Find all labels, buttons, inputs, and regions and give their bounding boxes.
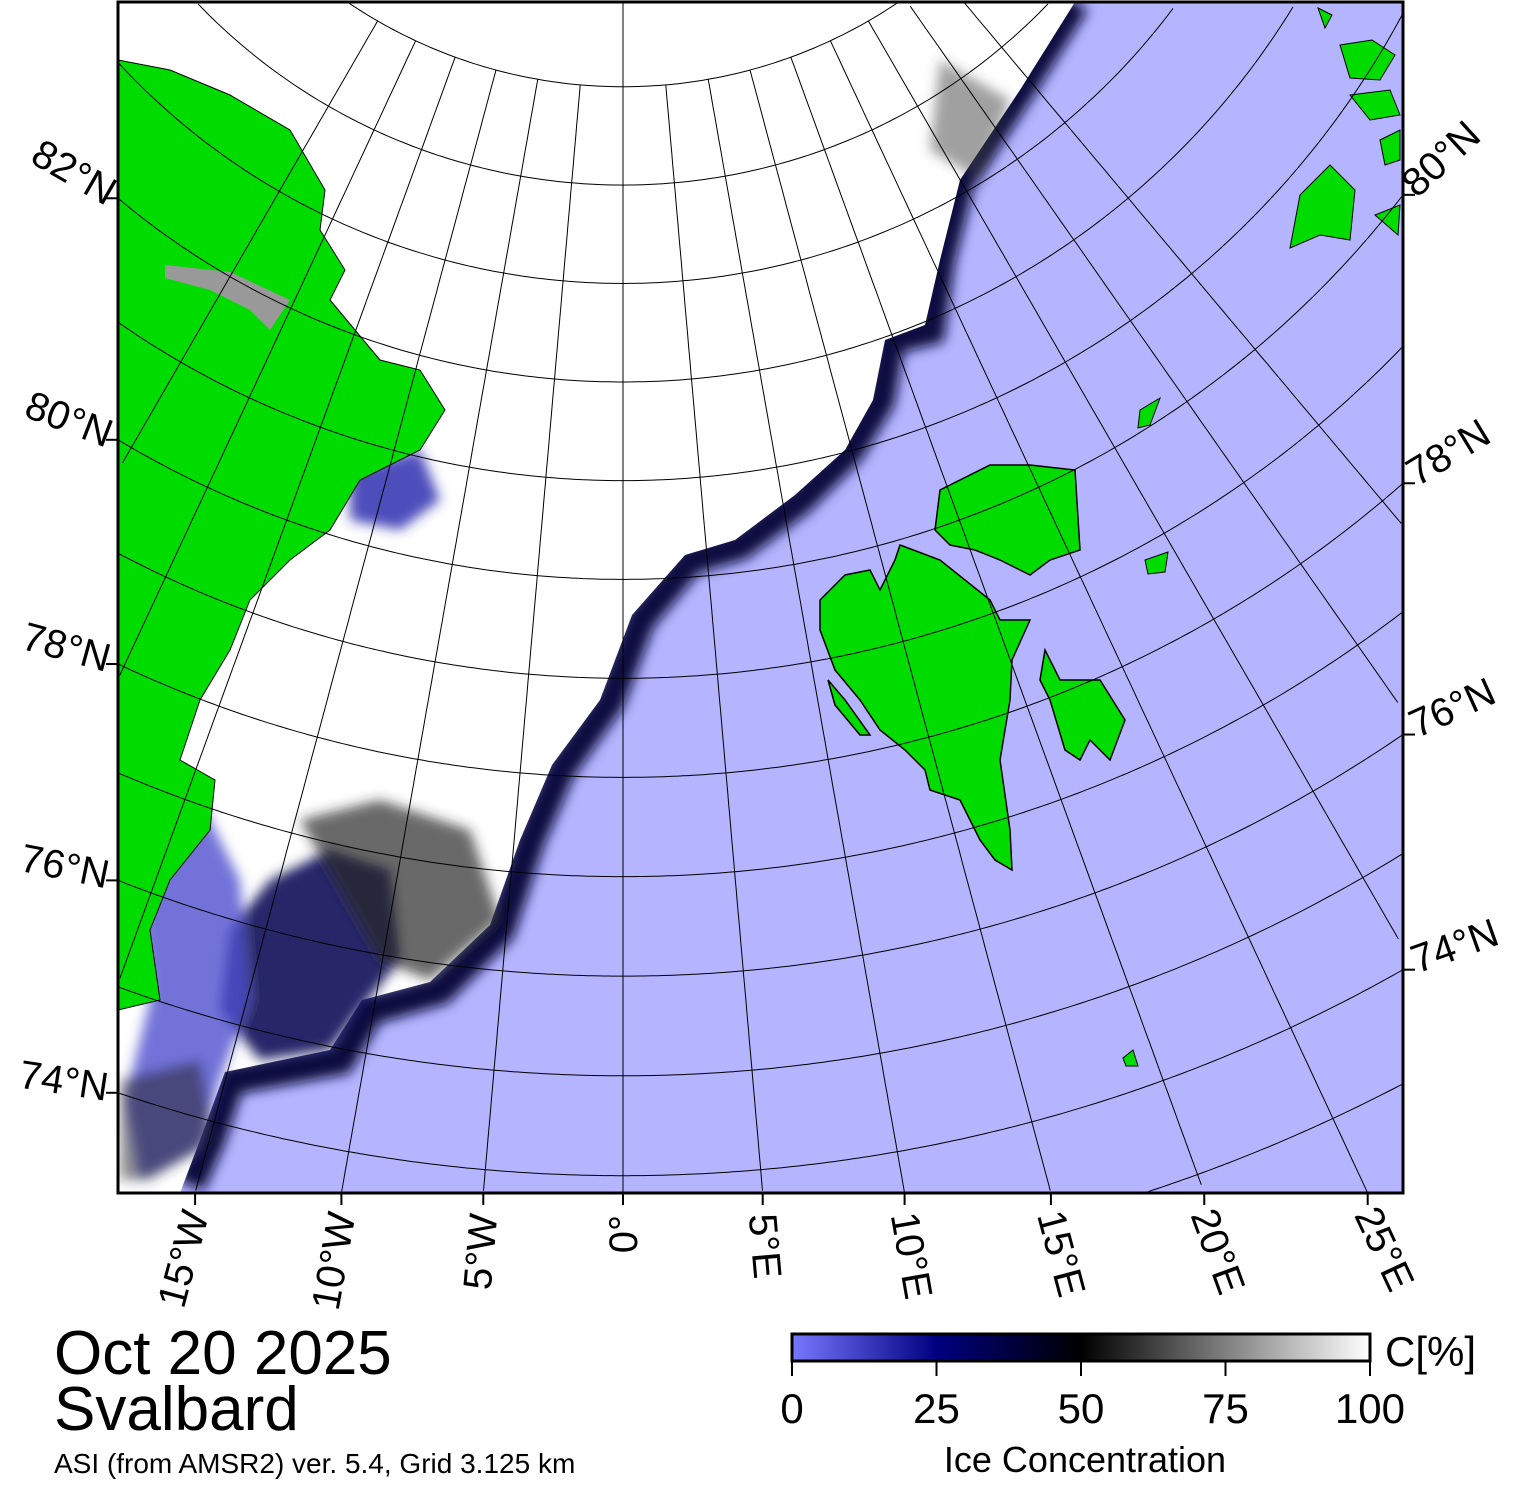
longitude-label: 10°W	[304, 1209, 364, 1314]
longitude-label: 25°E	[1346, 1200, 1423, 1298]
region-title: Svalbard	[54, 1375, 299, 1444]
colorbar-unit: C[%]	[1385, 1328, 1476, 1375]
latitude-line	[118, 482, 1403, 778]
colorbar-tick-label: 25	[913, 1385, 960, 1432]
ice-edge-band	[176, 2, 1088, 1192]
colorbar-tick-label: 75	[1202, 1385, 1249, 1432]
meridian-line	[963, 2, 1402, 524]
meridian-line	[119, 57, 456, 979]
latitude-label: 82°N	[24, 131, 123, 214]
colorbar: C[%] 0 25 50 75 100 Ice Concentration	[780, 1328, 1476, 1480]
colorbar-tick-label: 50	[1058, 1385, 1105, 1432]
latitude-line	[1147, 1083, 1403, 1193]
map-area	[118, 2, 1403, 1193]
latitude-label: 74°N	[1405, 911, 1504, 982]
greenland-fjord-ice	[165, 265, 290, 330]
latitude-line	[118, 13, 1403, 482]
date-title: Oct 20 2025	[54, 1319, 392, 1388]
meridian-line	[665, 84, 763, 1191]
latitude-label: 80°N	[19, 383, 118, 456]
latitude-label: 76°N	[1403, 670, 1503, 747]
latitude-label: 74°N	[16, 1053, 111, 1110]
latitude-line	[118, 734, 1403, 977]
meridian-line	[195, 69, 497, 1191]
data-source-caption: ASI (from AMSR2) ver. 5.4, Grid 3.125 km	[54, 1448, 576, 1479]
meridian-line	[829, 40, 1368, 1193]
latitude-line	[118, 853, 1403, 1077]
colorbar-label: Ice Concentration	[944, 1439, 1226, 1480]
latitude-line	[118, 8, 1174, 285]
longitude-label: 15°E	[1028, 1206, 1093, 1302]
latitude-label: 76°N	[17, 836, 113, 897]
meridian-line	[341, 79, 539, 1193]
longitude-label: 20°E	[1182, 1203, 1253, 1300]
longitude-label: 0°	[602, 1215, 646, 1253]
svalbard-land	[819, 396, 1169, 1067]
latitude-line	[118, 6, 1294, 383]
meridian-line	[749, 69, 1051, 1191]
meridian-line	[707, 79, 905, 1193]
graticule	[118, 2, 1403, 1193]
map-frame	[116, 0, 1405, 1195]
meridian-line	[867, 20, 1399, 940]
latitude-label: 78°N	[1399, 411, 1498, 495]
colorbar-gradient	[790, 1332, 1372, 1363]
longitude-label: 5°W	[456, 1212, 506, 1292]
low-concentration-patches	[120, 60, 1010, 1180]
meridian-line	[122, 20, 379, 463]
meridian-line	[483, 84, 581, 1191]
colorbar-tick-label: 100	[1335, 1385, 1405, 1432]
latitude-label: 80°N	[1393, 113, 1489, 206]
franz-josef-land	[1289, 7, 1401, 249]
meridian-line	[909, 5, 1399, 703]
longitude-label: 10°E	[882, 1209, 940, 1302]
longitude-label: 5°E	[740, 1212, 789, 1281]
latitude-label: 78°N	[17, 615, 115, 681]
colorbar-ticks: 0 25 50 75 100	[780, 1361, 1405, 1432]
colorbar-tick-label: 0	[780, 1385, 803, 1432]
meridian-line	[119, 40, 417, 676]
latitude-line	[118, 345, 1403, 679]
latitude-line	[118, 611, 1403, 878]
latitude-line	[118, 194, 1403, 580]
meridian-line	[790, 57, 1202, 1185]
longitude-label: 15°W	[150, 1206, 218, 1313]
